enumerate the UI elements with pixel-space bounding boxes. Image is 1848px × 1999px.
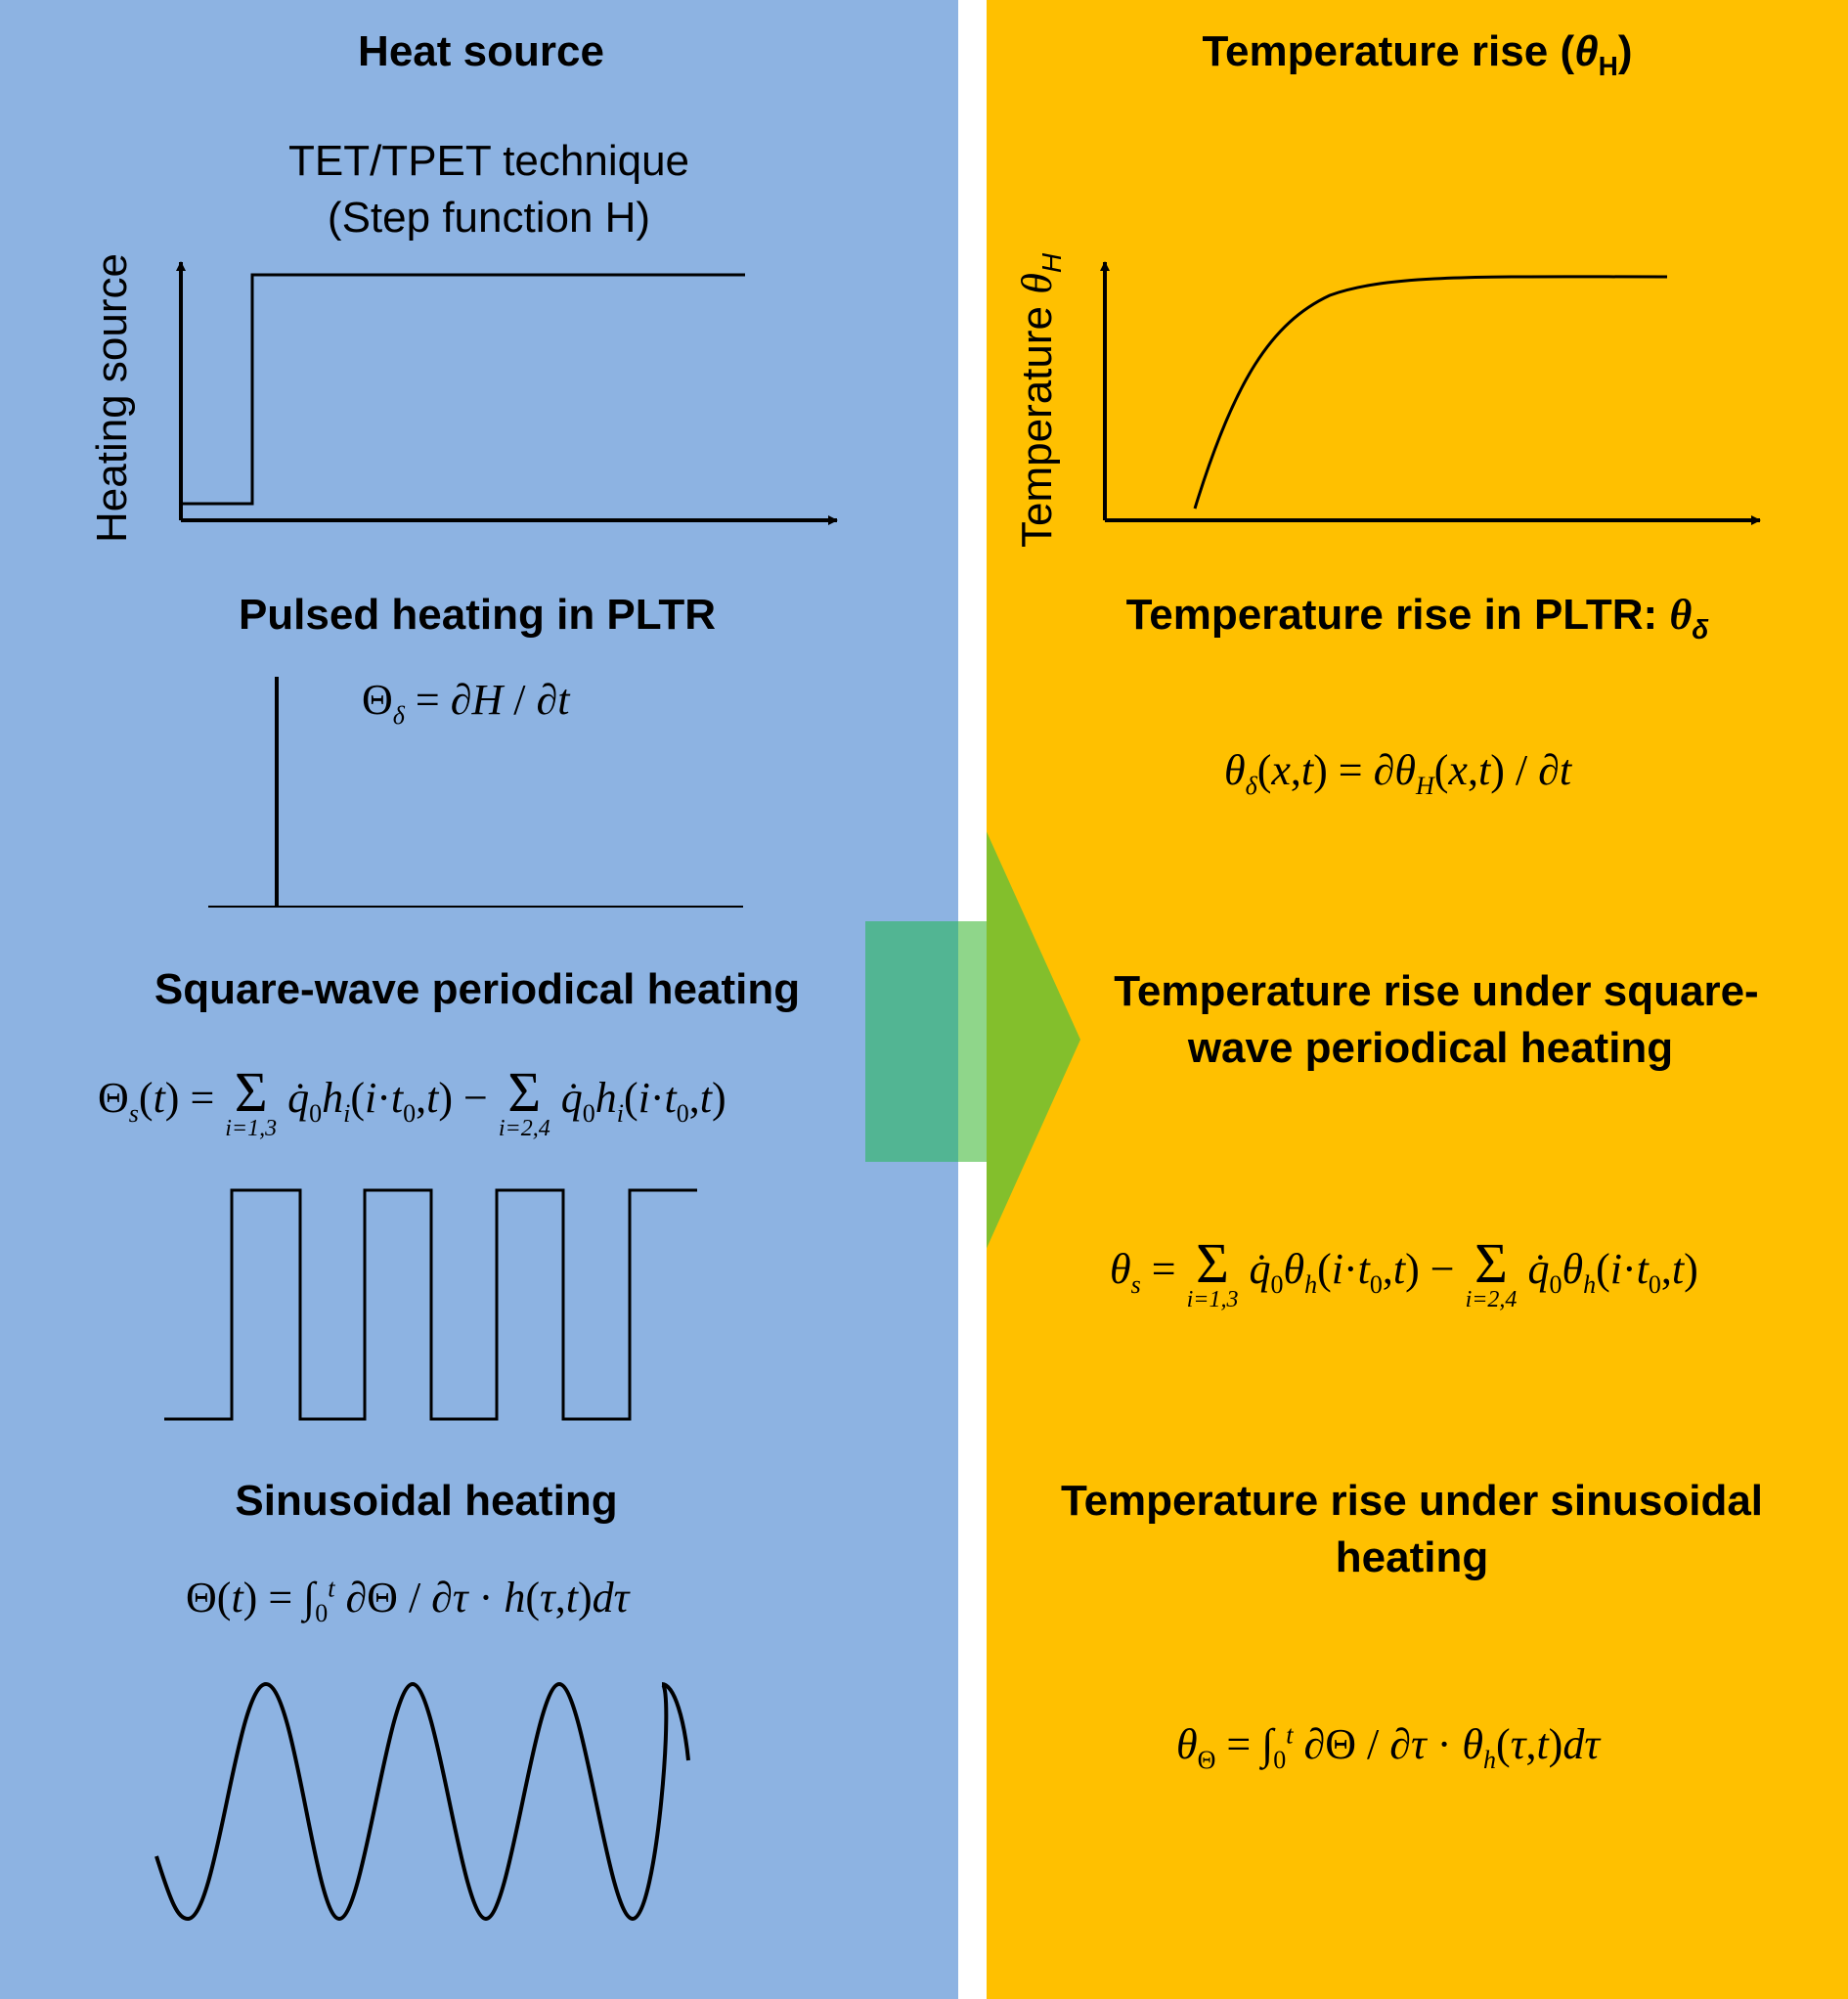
square-wave-curve [164, 1188, 697, 1421]
sinusoidal-heating-equation: Θ(t) = ∫0t ∂Θ / ∂τ · h(τ,t)dτ [186, 1574, 630, 1627]
pltr-temperature-title: Temperature rise in PLTR: θδ [1125, 591, 1709, 644]
sum-limit-4: i=2,4 [1465, 1287, 1518, 1312]
temperature-rise-title: Temperature rise (θH) [987, 23, 1848, 95]
step-function-chart [176, 261, 838, 525]
pulse-chart [208, 677, 743, 908]
sinusoidal-heating-title: Sinusoidal heating [235, 1477, 618, 1525]
arrow-body-overlap [958, 921, 987, 1162]
transition-arrow-head [971, 797, 1080, 1283]
temperature-rise-panel [987, 0, 1848, 1999]
square-wave-title: Square-wave periodical heating [154, 965, 801, 1013]
sum-limit-2: i=2,4 [498, 1116, 550, 1141]
step-function-curve [181, 273, 745, 506]
sum-limit-3: i=1,3 [1186, 1287, 1239, 1312]
temperature-rise-curve [1193, 275, 1668, 510]
tet-technique-label: TET/TPET technique [287, 137, 690, 185]
temperature-axis-label: Temperature θH [1013, 252, 1067, 548]
pulsed-heating-title: Pulsed heating in PLTR [238, 591, 717, 639]
panel-gap-lower [958, 1162, 987, 1999]
heating-source-axis-label: Heating source [88, 253, 136, 543]
heat-source-title: Heat source [358, 27, 604, 75]
square-temperature-title-line1: Temperature rise under square- [1114, 967, 1759, 1015]
sinusoidal-temperature-title-line2: heating [1335, 1533, 1489, 1581]
sinusoidal-temperature-title-line1: Temperature rise under sinusoidal [1060, 1477, 1764, 1525]
pltr-temperature-equation: θδ(x,t) = ∂θH(x,t) / ∂t [1224, 746, 1572, 800]
panel-gap [958, 0, 987, 921]
square-temperature-title-line2: wave periodical heating [1187, 1024, 1674, 1072]
heat-source-panel [0, 0, 958, 1999]
temperature-rise-title-text: Temperature rise (θH) [1202, 27, 1633, 81]
pulsed-heating-equation: Θδ = ∂H / ∂t [362, 676, 570, 730]
transition-arrow-body [865, 921, 978, 1162]
step-function-label: (Step function H) [327, 194, 651, 242]
sum-limit-1: i=1,3 [225, 1116, 278, 1141]
sine-wave-curve [154, 1681, 690, 1922]
sinusoidal-temperature-equation: θΘ = ∫0t ∂Θ / ∂τ · θh(τ,t)dτ [1176, 1720, 1601, 1774]
temperature-rise-chart [1100, 261, 1761, 525]
